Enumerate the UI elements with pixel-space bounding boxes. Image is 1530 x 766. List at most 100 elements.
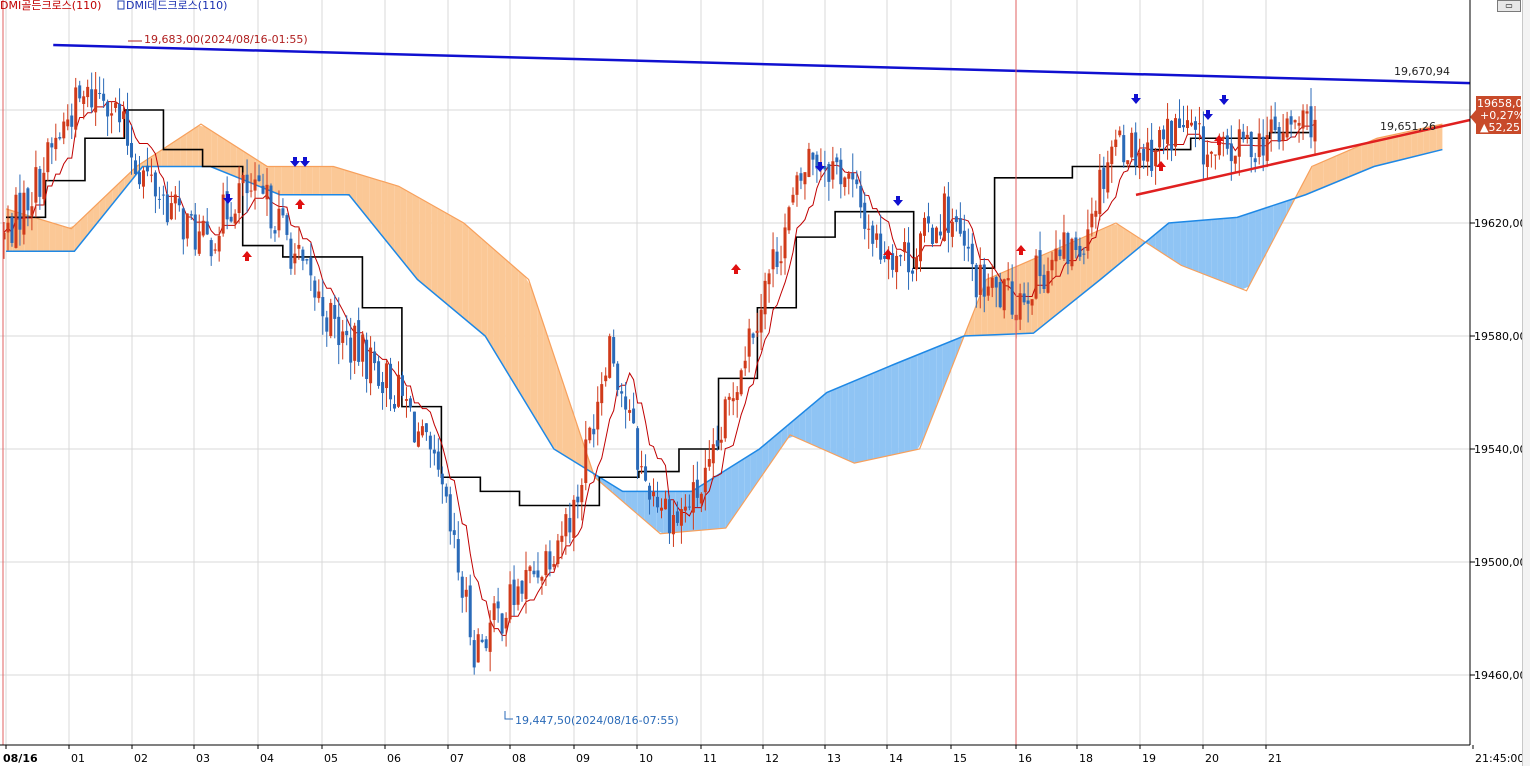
candle-body <box>958 218 962 234</box>
candle-body <box>193 214 197 250</box>
cloud-segment <box>805 405 812 445</box>
candle-body <box>1213 154 1217 156</box>
candle-body <box>855 179 859 185</box>
cloud-segment <box>799 410 806 442</box>
candle-body <box>122 111 126 120</box>
candle-body <box>783 227 787 259</box>
candle-body <box>1066 233 1070 264</box>
candle-body <box>970 243 974 265</box>
cloud-segment <box>936 344 943 407</box>
candle-body <box>663 498 667 510</box>
candle-body <box>1042 274 1046 289</box>
candle-body <box>313 280 317 298</box>
cloud-segment <box>394 184 401 259</box>
candle-body <box>1114 139 1118 148</box>
candle-body <box>1150 139 1154 171</box>
cloud-segment <box>375 179 382 236</box>
candle-body <box>460 576 464 598</box>
candle-body <box>823 166 827 170</box>
candle-body <box>229 216 233 222</box>
cloud-segment <box>437 208 445 302</box>
candle-body <box>994 277 998 288</box>
candle-body <box>1293 120 1297 123</box>
cloud-segment <box>487 243 494 350</box>
candle-body <box>293 253 297 264</box>
candle-body <box>1217 144 1221 156</box>
candle-body <box>456 539 460 573</box>
candle-body <box>552 564 556 567</box>
candle-body <box>420 426 424 436</box>
cloud-segment <box>419 197 426 287</box>
candle-body <box>1221 136 1225 140</box>
candle-body <box>520 580 524 594</box>
candle-body <box>337 316 341 346</box>
candle-body <box>895 255 899 273</box>
candle-body <box>899 255 903 257</box>
panel-toggle-button[interactable]: ▭ <box>1497 0 1521 12</box>
candle-body <box>938 231 942 236</box>
cloud-segment <box>904 357 911 453</box>
candle-body <box>799 173 803 181</box>
candle-body <box>934 227 938 244</box>
candle-body <box>1130 132 1134 158</box>
time-tick-label: 14 <box>889 752 903 765</box>
candle-body <box>604 375 608 382</box>
time-tick-label: 05 <box>324 752 338 765</box>
cloud-segment <box>211 130 218 170</box>
candle-body <box>201 220 205 236</box>
candle-body <box>281 208 285 216</box>
candle-body <box>903 242 907 253</box>
candle-body <box>361 334 365 362</box>
side-toolbar[interactable] <box>1522 0 1530 766</box>
candle-body <box>1146 142 1150 162</box>
candle-body <box>42 172 46 200</box>
cloud-segment <box>744 454 751 502</box>
cloud-segment <box>230 142 237 178</box>
cloud-segment <box>1223 217 1231 285</box>
cloud-segment <box>824 391 831 453</box>
candle-body <box>492 603 496 621</box>
cloud-segment <box>968 308 975 336</box>
candle-body <box>1002 279 1006 311</box>
candle-body <box>205 221 209 235</box>
cloud-segment <box>300 166 307 195</box>
candle-body <box>18 192 22 230</box>
candle-body <box>508 584 512 620</box>
cloud-segment <box>362 175 370 220</box>
trendlines[interactable] <box>53 43 1471 197</box>
candle-body <box>843 177 847 188</box>
candle-body <box>249 190 253 192</box>
candle-body <box>1273 116 1277 131</box>
cloud-segment <box>198 125 206 167</box>
candle-body <box>735 392 739 401</box>
candle-body <box>333 305 337 319</box>
candle-body <box>536 570 540 578</box>
cloud-segment <box>1248 211 1256 287</box>
cloud-segment <box>293 166 301 195</box>
candle-body <box>942 193 946 241</box>
cloud-segment <box>731 462 739 520</box>
cloud-segment <box>456 218 463 318</box>
candle-body <box>46 142 50 173</box>
candle-body <box>954 216 958 223</box>
candle-body <box>1122 135 1126 163</box>
candle-body <box>416 431 420 447</box>
sell-signal-arrow <box>290 157 300 167</box>
candle-body <box>667 499 671 534</box>
cloud-segment <box>948 339 956 374</box>
cloud-segment <box>762 441 769 475</box>
cloud-segment <box>774 430 782 457</box>
candle-body <box>118 103 122 123</box>
candle-body <box>1285 118 1289 138</box>
cloud-segment <box>830 388 837 456</box>
cloud-segment <box>1242 213 1249 290</box>
candle-body <box>656 496 660 508</box>
candle-body <box>165 194 169 223</box>
candle-body <box>695 479 699 498</box>
cloud-segment <box>725 466 732 529</box>
cloud-segment <box>1317 161 1324 190</box>
cloud-segment <box>49 222 56 252</box>
cloud-segment <box>1236 215 1243 290</box>
cloud-segment <box>1386 134 1393 164</box>
